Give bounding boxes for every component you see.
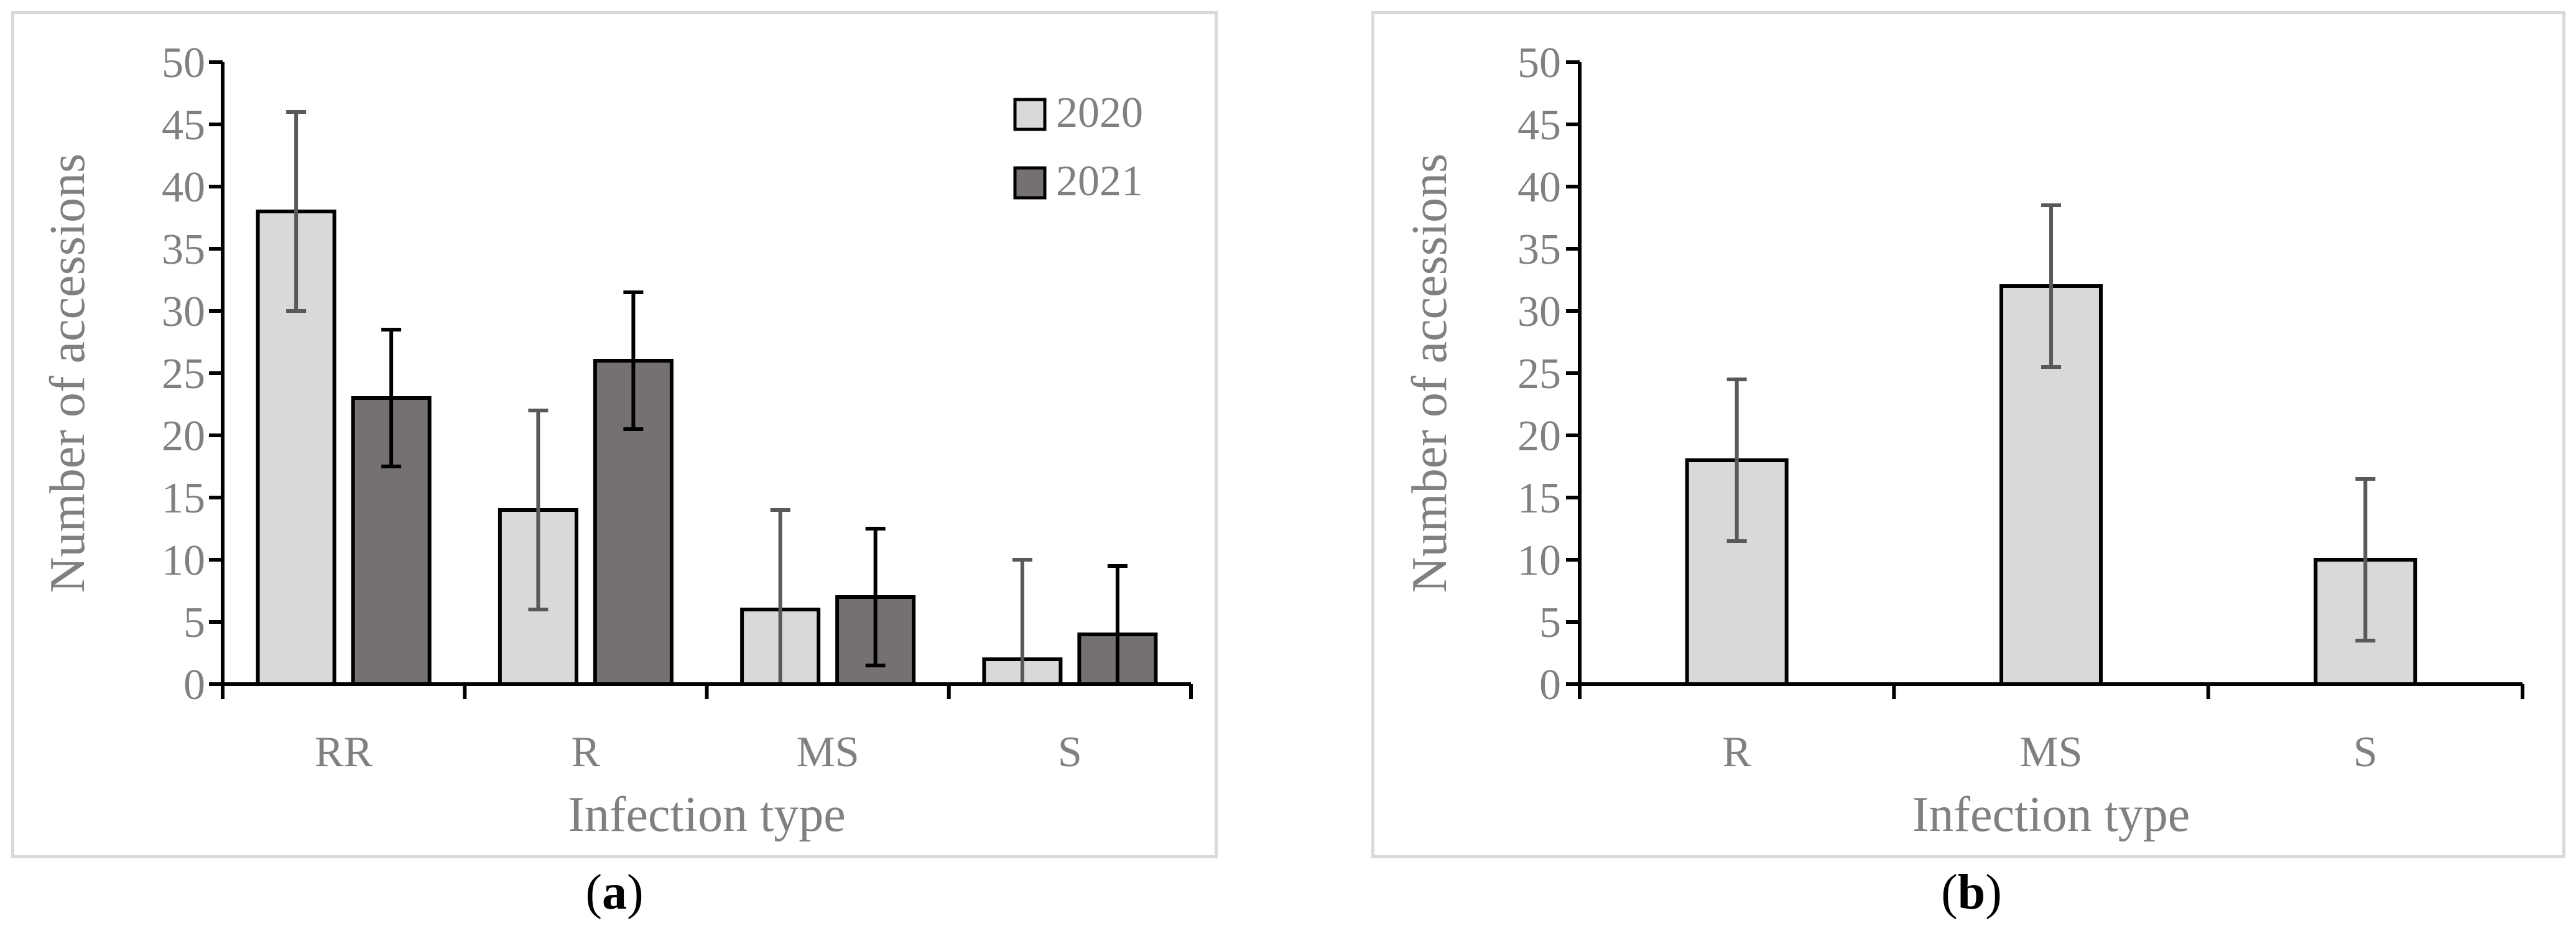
y-tick-label-a-4: 20 xyxy=(162,412,205,460)
y-tick-label-a-7: 35 xyxy=(162,226,205,274)
y-tick-label-a-8: 40 xyxy=(162,164,205,211)
y-tick-label-b-7: 35 xyxy=(1517,226,1561,274)
y-tick-label-a-10: 50 xyxy=(162,39,205,87)
y-tick-label-a-0: 0 xyxy=(183,661,205,709)
legend-label-2021: 2021 xyxy=(1056,157,1143,205)
y-tick-label-b-1: 5 xyxy=(1539,599,1561,647)
y-tick-label-b-4: 20 xyxy=(1517,412,1561,460)
y-tick-label-b-5: 25 xyxy=(1517,350,1561,398)
x-tick-label-b-MS: MS xyxy=(2019,728,2082,776)
y-tick-label-a-9: 45 xyxy=(162,101,205,149)
y-tick-label-a-3: 15 xyxy=(162,475,205,522)
x-axis-title-a: Infection type xyxy=(568,787,845,842)
x-axis-title-b: Infection type xyxy=(1912,787,2190,842)
y-axis-title-b: Number of accessions xyxy=(1402,154,1457,593)
x-tick-label-a-MS: MS xyxy=(797,728,859,776)
caption-b: (b) xyxy=(1941,865,2002,920)
y-tick-label-a-1: 5 xyxy=(183,599,205,647)
y-tick-label-a-2: 10 xyxy=(162,537,205,585)
x-tick-label-a-RR: RR xyxy=(315,728,373,776)
legend-swatch-2020 xyxy=(1013,98,1047,131)
y-tick-label-b-10: 50 xyxy=(1517,39,1561,87)
legend-label-2020: 2020 xyxy=(1056,89,1143,137)
y-tick-label-b-6: 30 xyxy=(1517,288,1561,336)
y-tick-label-a-5: 25 xyxy=(162,350,205,398)
x-tick-label-b-S: S xyxy=(2353,728,2378,776)
y-tick-label-b-8: 40 xyxy=(1517,164,1561,211)
caption-a: (a) xyxy=(585,865,644,920)
y-tick-label-b-3: 15 xyxy=(1517,475,1561,522)
caption-a-letter: a xyxy=(602,865,627,920)
caption-b-letter: b xyxy=(1957,865,1986,920)
y-axis-title-a: Number of accessions xyxy=(40,154,95,593)
y-tick-label-a-6: 30 xyxy=(162,288,205,336)
y-tick-label-b-9: 45 xyxy=(1517,101,1561,149)
y-tick-label-b-2: 10 xyxy=(1517,537,1561,585)
y-tick-label-b-0: 0 xyxy=(1539,661,1561,709)
x-tick-label-b-R: R xyxy=(1722,728,1751,776)
x-tick-label-a-R: R xyxy=(572,728,601,776)
x-tick-label-a-S: S xyxy=(1058,728,1082,776)
legend-swatch-2021 xyxy=(1013,166,1047,200)
